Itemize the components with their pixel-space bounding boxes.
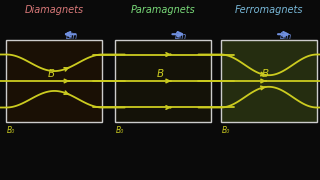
Text: B₀: B₀ [221,126,230,135]
Text: B₀: B₀ [116,126,124,135]
Text: Bin: Bin [280,32,292,41]
Text: Bin: Bin [66,32,78,41]
Text: B₀: B₀ [7,126,15,135]
Bar [6,40,102,122]
Bar [221,40,317,122]
Text: Bin: Bin [174,32,187,41]
Text: Diamagnets: Diamagnets [25,5,84,15]
Text: Ferromagnets: Ferromagnets [235,5,303,15]
Text: B: B [156,69,164,79]
Text: B: B [262,69,269,79]
Text: Paramagnets: Paramagnets [131,5,196,15]
Bar [115,40,211,122]
Text: B: B [48,69,55,79]
